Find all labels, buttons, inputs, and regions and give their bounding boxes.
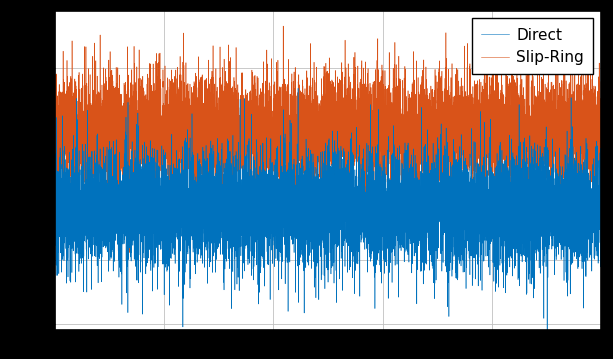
Direct	[544, 331, 551, 336]
Direct	[597, 188, 604, 193]
Slip-Ring	[159, 141, 166, 146]
Line: Direct: Direct	[55, 88, 601, 334]
Legend: Direct, Slip-Ring: Direct, Slip-Ring	[472, 18, 593, 74]
Slip-Ring	[74, 127, 82, 131]
Slip-Ring	[318, 174, 326, 179]
Direct	[568, 214, 576, 218]
Direct	[158, 197, 166, 202]
Direct	[74, 238, 82, 242]
Slip-Ring	[84, 111, 91, 116]
Direct	[294, 86, 302, 90]
Slip-Ring	[126, 250, 133, 255]
Direct	[54, 199, 61, 203]
Slip-Ring	[51, 77, 59, 81]
Slip-Ring	[54, 104, 61, 108]
Direct	[318, 180, 326, 184]
Line: Slip-Ring: Slip-Ring	[55, 26, 601, 252]
Slip-Ring	[597, 105, 604, 109]
Direct	[84, 214, 91, 218]
Direct	[51, 213, 59, 217]
Slip-Ring	[280, 24, 287, 28]
Slip-Ring	[568, 144, 576, 148]
